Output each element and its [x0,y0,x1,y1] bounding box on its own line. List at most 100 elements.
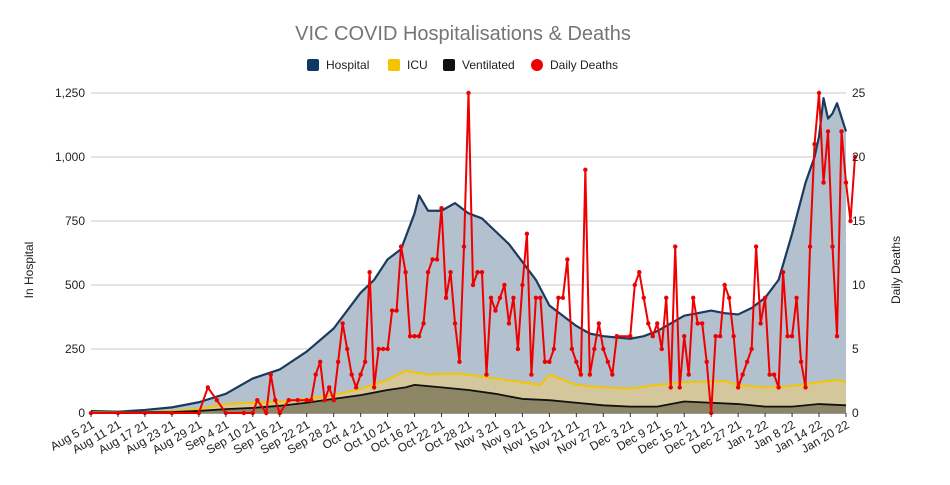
y-tick-label: 0 [78,406,85,420]
deaths-point [434,257,440,262]
deaths-point [309,398,314,403]
deaths-point [322,398,327,403]
hospital-line [90,97,848,413]
deaths-point [785,334,790,339]
deaths-point [695,321,700,326]
deaths-point [317,359,323,364]
deaths-point [803,385,808,390]
legend: Hospital ICU Ventilated Daily Deaths [307,58,618,72]
deaths-point [407,334,413,339]
deaths-point [583,167,588,172]
deaths-point [798,359,804,364]
deaths-point [605,359,611,364]
deaths-point [794,295,799,300]
deaths-point [821,180,826,185]
deaths-point [812,142,817,147]
legend-label-icu: ICU [407,58,428,72]
y-tick-label: 250 [65,342,85,356]
deaths-point [632,282,637,288]
deaths-point [587,372,593,377]
deaths-point [425,270,431,275]
deaths-point [538,295,543,300]
deaths-point [416,334,422,339]
deaths-point [313,372,318,377]
deaths-point [843,180,849,185]
deaths-point [461,244,467,249]
deaths-point [852,154,858,160]
deaths-point [295,398,300,403]
deaths-point [565,257,570,262]
legend-label-deaths: Daily Deaths [550,58,618,72]
y-tick-label: 750 [65,214,85,228]
deaths-point [470,282,476,288]
deaths-point [385,346,390,352]
deaths-point [340,321,345,326]
deaths-point [457,359,462,364]
deaths-point [520,282,525,288]
legend-swatch-hospital [307,59,319,71]
hospital-area [91,98,846,414]
deaths-point [502,282,507,288]
deaths-point [273,398,278,403]
deaths-point [569,346,575,352]
deaths-point [551,346,557,352]
deaths-point [542,359,548,364]
deaths-point [479,270,485,275]
deaths-point [430,257,435,262]
deaths-point [641,295,646,300]
deaths-point [547,359,552,364]
deaths-point [655,321,660,326]
deaths-point [344,346,350,352]
deaths-point [529,372,534,377]
deaths-point [771,372,777,377]
deaths-point [574,359,579,364]
deaths-point [268,372,273,377]
deaths-point [349,372,354,377]
deaths-point [506,321,512,326]
deaths-point [758,321,763,326]
deaths-point [592,346,597,352]
deaths-point [488,295,494,300]
deaths-point [362,359,368,364]
legend-swatch-icu [388,59,400,71]
deaths-point [704,359,709,364]
legend-label-hospital: Hospital [326,58,369,72]
deaths-point [762,295,768,300]
deaths-point [830,244,835,249]
area-series [90,97,848,414]
deaths-point [717,334,723,339]
deaths-point [448,270,453,275]
deaths-point [735,385,741,390]
deaths-point [834,334,840,339]
deaths-point [691,295,696,300]
deaths-point [646,321,651,326]
deaths-point [677,385,682,390]
deaths-point [214,398,220,403]
deaths-point [780,270,786,275]
y2-tick-label: 15 [852,214,866,228]
y-tick-label: 500 [65,278,85,292]
deaths-point [286,398,291,403]
deaths-point [749,346,754,352]
deaths-point [673,244,678,249]
deaths-point [722,282,727,288]
deaths-point [335,359,341,364]
legend-swatch-vent [443,59,455,71]
deaths-point [848,218,853,224]
deaths-point [511,295,516,300]
deaths-point [493,308,498,313]
deaths-point [524,231,530,236]
deaths-point [776,385,781,390]
deaths-point [412,334,417,339]
deaths-point [789,334,795,339]
deaths-point [326,385,332,390]
y2-tick-label: 0 [852,406,859,420]
y-tick-label: 1,250 [55,86,85,100]
y-axis-label-right: Daily Deaths [889,236,903,304]
deaths-point [439,206,444,211]
deaths-series [88,90,858,416]
y2-tick-label: 25 [852,86,866,100]
deaths-point [637,270,642,275]
deaths-point [726,295,732,300]
